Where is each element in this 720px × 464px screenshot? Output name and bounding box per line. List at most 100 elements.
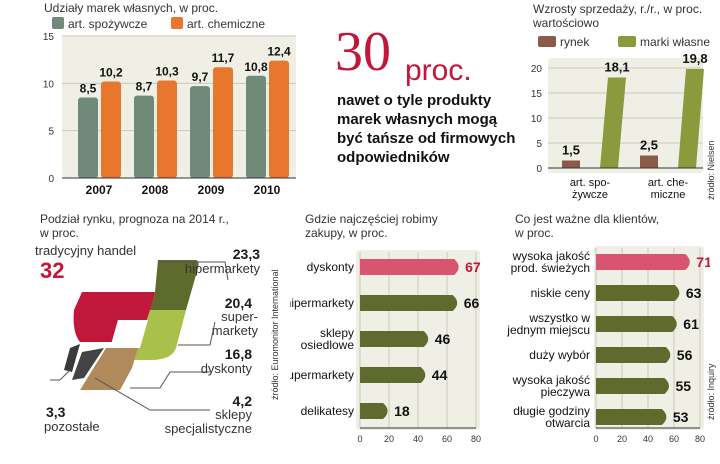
bar-marki-wlasne [678,69,704,168]
data-label: 61 [683,316,699,332]
pie-label-hipermarkety: hipermarkety [184,261,260,276]
headline-text: nawet o tyle produkty marek własnych mog… [337,91,515,167]
bar [596,285,680,301]
x-tick-label: 60 [442,434,452,444]
pie-label-line: sklepy [215,407,252,422]
x-tick-label: 2010 [254,183,281,197]
bar [360,403,388,419]
x-tick-label: 0 [593,434,598,444]
chart5-panel [594,246,704,430]
bar-rynek [640,155,658,168]
chart1-title: Udziały marek własnych, w proc. [44,1,219,15]
bar-chemiczne [269,60,289,178]
category-label: delikatesy [301,404,354,418]
pie-label-dyskonty: dyskonty [200,361,252,376]
legend-label-marki: marki własne [640,35,711,49]
x-tick-label: art. che- [648,177,689,189]
data-label: 11,7 [212,51,235,65]
bar-rynek [562,160,580,168]
chart2-title-line: wartościowo [533,16,600,30]
pie-label-pozostale: pozostałe [44,419,100,434]
data-label: 2,5 [640,138,658,153]
legend-swatch-rynek [538,36,556,47]
x-tick-label: 20 [384,434,394,444]
data-label: 9,7 [192,70,209,84]
bar [596,316,677,332]
bar-spozywcze [78,97,98,178]
bar-chemiczne [101,81,121,178]
x-tick-label: art. spo- [570,177,611,189]
y-tick-label: 15 [43,32,55,43]
pie-slice-supermarkety [132,310,186,360]
data-label: 8,7 [136,80,153,94]
pie-value-dyskonty: 16,8 [224,346,252,362]
legend-swatch-chemiczne [171,17,183,29]
bar-chemiczne [213,67,233,178]
chart2-panel [548,58,703,173]
pie-slice-specjalistyczne [72,348,104,380]
pie-value-supermarkety: 20,4 [224,295,252,311]
chart4-bars: 0 20 40 60 80 67 dyskonty 66 hipermarkety 46 sklep… [290,250,481,444]
category-label: długie godziny [513,404,590,418]
chart3-pie [50,260,229,411]
y-tick-label: 5 [48,127,54,138]
y-tick-label: 0 [48,174,54,185]
x-tick-label: 40 [413,434,423,444]
pie-slice-pozostale [64,344,80,372]
headline-line: nawet o tyle produkty [337,92,492,109]
data-label: 66 [464,295,480,311]
category-label: prod. świeżych [511,261,590,275]
headline-number: 30 [335,21,391,83]
category-label: pieczywa [541,385,591,399]
leader-pozostale [50,369,71,381]
chart5-title-line: w proc. [515,226,554,240]
y-tick-label: 5 [536,139,542,150]
x-tick-label: 60 [669,434,679,444]
headline-line: odpowiedników [337,149,450,166]
data-label: 10,8 [244,60,268,74]
pie-slice-hipermarkety [150,260,199,310]
chart2-bars: 0 5 10 15 20 1,5 18,1 art. spo-żywcze 2,5 19,8 art… [531,51,708,201]
category-label: sklepy [320,326,354,340]
chart3-title-line: Podział rynku, prognoza na 2014 r., [40,212,229,226]
pie-value-specjalistyczne: 4,2 [232,393,252,409]
pie-slice-dyskonty [80,348,138,390]
legend-label-chemiczne: art. chemiczne [187,17,266,31]
chart1-bars: 0 5 10 15 8,510,2 2007 8,710,3 2008 9,711,7 2009 1… [43,32,296,197]
legend-label-spozywcze: art. spożywcze [68,17,148,31]
data-label: 67 [465,259,481,275]
bar-marki-wlasne [600,77,626,168]
data-label: 10,3 [155,64,179,78]
leader-specjalistyczne [94,377,210,411]
pie-label-tradycyjny: tradycyjny handel [35,243,137,258]
category-label: duży wybór [529,348,590,362]
legend-swatch-spozywcze [52,17,64,29]
pie-hole [110,320,148,348]
data-label: 53 [673,409,689,425]
data-label: 56 [677,347,693,363]
x-tick-label: żywcze [572,189,608,201]
headline-unit: proc. [405,54,472,87]
bar-spozywcze [246,75,266,178]
x-tick-label: 2009 [198,183,225,197]
chart4-title-line: zakupy, w proc. [305,226,388,240]
category-label: osiedlowe [301,338,355,352]
leader-dyskonty [130,371,210,389]
pie-value-tradycyjny: 32 [40,258,65,283]
y-tick-label: 15 [531,89,543,100]
category-label: dyskonty [307,260,354,274]
x-tick-label: 2008 [142,183,169,197]
x-tick-label: 80 [695,434,705,444]
x-tick-label: 80 [471,434,481,444]
data-label: 10,2 [99,65,123,79]
headline-line: marek własnych mogą [337,111,498,128]
chart2-title-line: Wzrosty sprzedaży, r./r., w proc. [533,2,703,16]
data-label: 55 [676,378,692,394]
data-label: 19,8 [682,51,707,66]
legend-label-rynek: rynek [560,35,590,49]
bar [596,347,671,363]
y-tick-label: 20 [531,64,543,75]
category-label: supermarkety [290,368,354,382]
category-label: wysoka jakość [512,373,590,387]
